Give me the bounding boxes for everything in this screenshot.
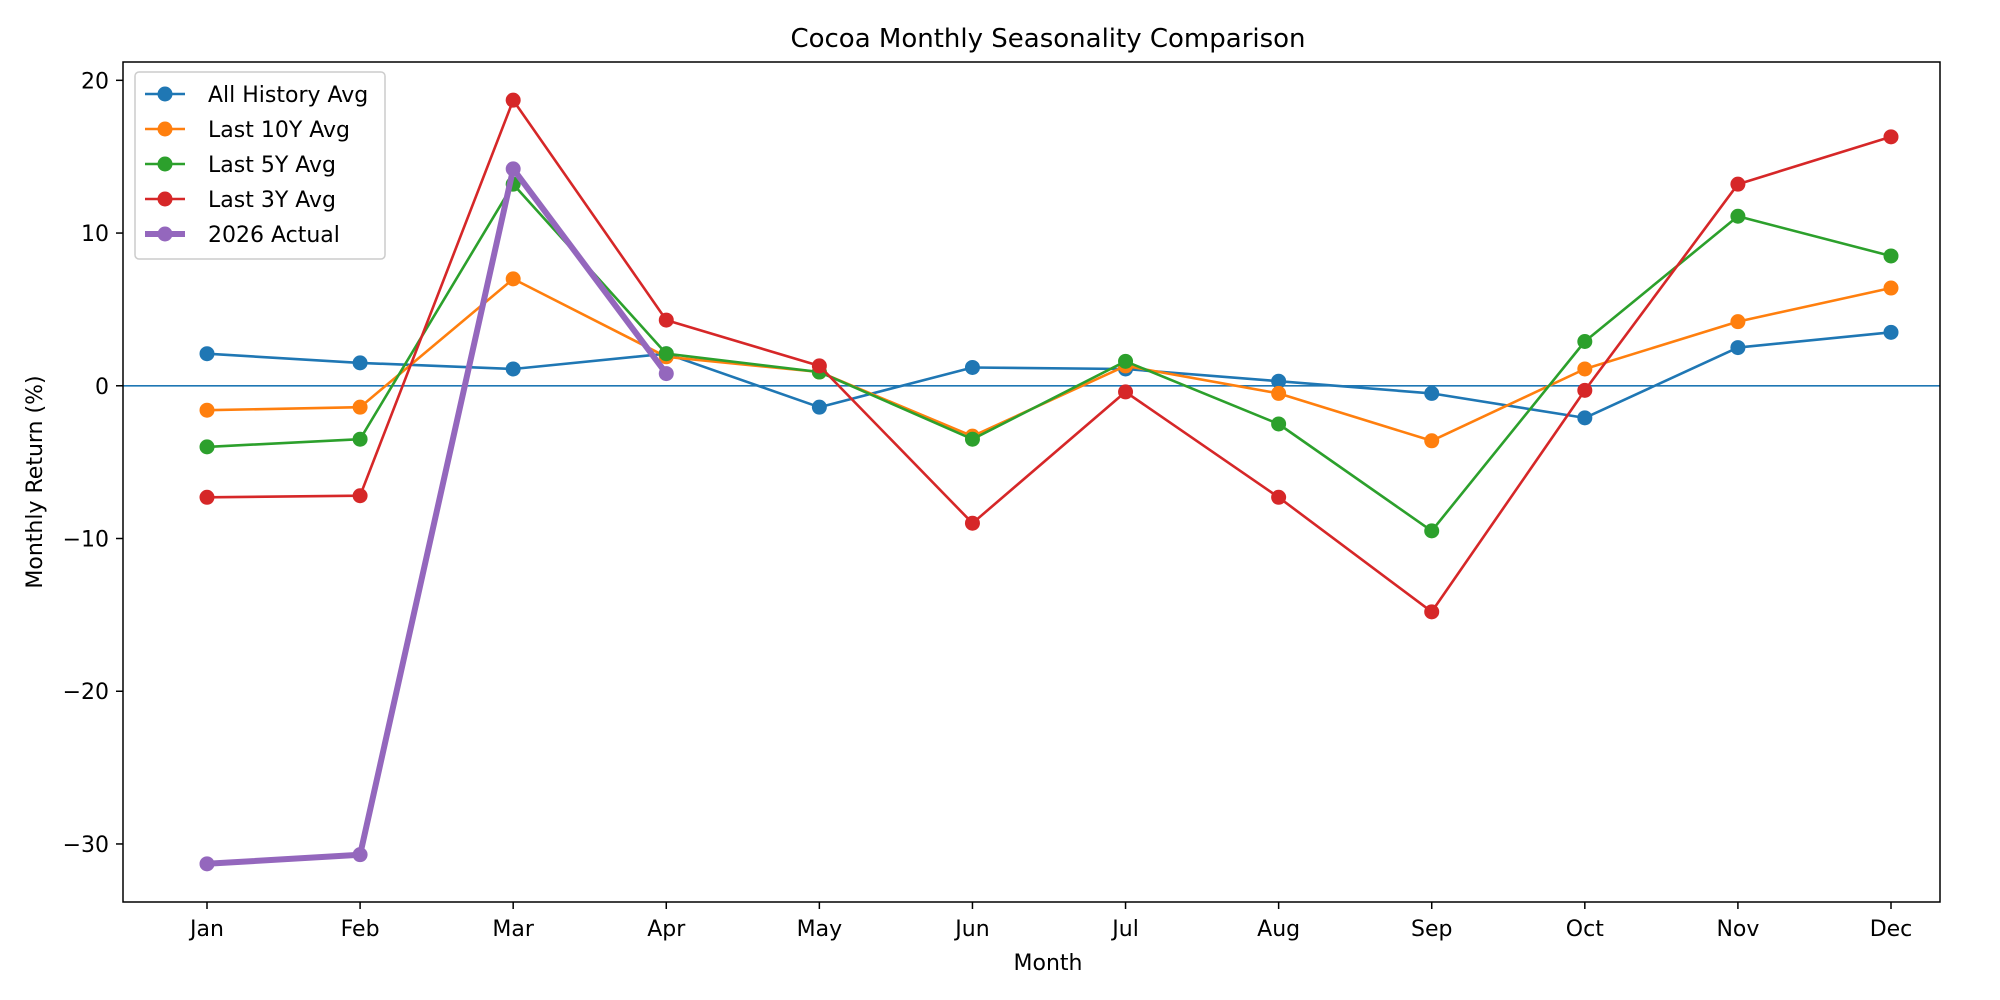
data-point-2-10 [1730,208,1746,224]
data-point-2-5 [964,431,980,447]
data-point-3-4 [811,358,827,374]
data-point-0-7 [1271,373,1287,389]
series-line-0 [205,330,1893,420]
data-point-2-6 [1118,353,1134,369]
series-line-2 [205,182,1893,533]
data-point-0-8 [1424,385,1440,401]
x-tick-label: Jan [188,917,224,942]
data-point-1-10 [1730,314,1746,330]
legend-swatch-marker-0 [157,86,173,102]
x-tick-label: Dec [1870,917,1913,942]
data-point-3-8 [1424,604,1440,620]
legend-label: 2026 Actual [208,223,340,248]
data-point-0-2 [505,361,521,377]
x-tick-label: May [797,917,842,942]
plot-area [123,92,1940,872]
data-point-0-4 [811,399,827,415]
data-point-0-11 [1883,324,1899,340]
data-point-3-6 [1118,384,1134,400]
data-point-3-3 [658,312,674,328]
data-point-1-9 [1577,361,1593,377]
legend-label: Last 10Y Avg [208,118,350,143]
data-point-1-8 [1424,433,1440,449]
legend-label: Last 5Y Avg [208,153,336,178]
data-point-3-7 [1271,489,1287,505]
data-point-2-11 [1883,248,1899,264]
data-point-3-2 [505,92,521,108]
data-point-0-5 [964,359,980,375]
data-point-3-1 [352,488,368,504]
data-point-4-0 [199,856,215,872]
legend-swatch-marker-1 [157,121,173,137]
data-point-1-1 [352,399,368,415]
y-tick-label: 0 [95,375,109,400]
x-tick-label: Aug [1257,917,1300,942]
legend: All History Avg Last 10Y Avg Last 5Y Avg La… [134,71,386,260]
data-point-4-1 [352,847,368,863]
data-point-1-0 [199,402,215,418]
legend-label: Last 3Y Avg [208,188,336,213]
data-point-1-7 [1271,385,1287,401]
data-point-3-9 [1577,382,1593,398]
data-point-1-11 [1883,280,1899,296]
y-tick-label: −20 [63,680,109,705]
legend-swatch-marker-4 [157,226,173,242]
data-point-2-8 [1424,523,1440,539]
legend-swatch-marker-2 [157,156,173,172]
data-point-3-10 [1730,176,1746,192]
x-tick-label: Nov [1716,917,1759,942]
legend-box [134,71,386,260]
x-tick-label: Mar [492,917,534,942]
plot-frame [122,61,1941,903]
data-point-4-3 [658,366,674,382]
x-tick-label: Sep [1411,917,1452,942]
data-point-2-1 [352,431,368,447]
y-tick-label: −30 [63,833,109,858]
series-line-4 [204,165,670,867]
data-point-2-7 [1271,416,1287,432]
x-tick-label: Oct [1566,917,1604,942]
data-point-0-1 [352,355,368,371]
y-axis-title: Monthly Return (%) [23,375,48,588]
x-axis-title: Month [1014,951,1083,976]
y-tick-label: 10 [81,222,109,247]
axes: Jan Feb Mar Apr May Jun Jul Aug Sep Oct Nov Dec 20 10… [63,69,1913,942]
y-tick-label: −10 [63,528,109,553]
x-tick-label: Jul [1110,917,1139,942]
data-point-1-2 [505,271,521,287]
y-tick-label: 20 [81,69,109,94]
data-point-4-2 [505,161,521,177]
data-point-3-11 [1883,129,1899,145]
data-point-3-0 [199,489,215,505]
data-point-0-0 [199,346,215,362]
legend-swatch-marker-3 [157,191,173,207]
data-point-0-10 [1730,340,1746,356]
legend-label: All History Avg [208,83,368,108]
data-point-3-5 [964,515,980,531]
chart-title: Cocoa Monthly Seasonality Comparison [790,24,1305,54]
x-tick-label: Feb [341,917,380,942]
series-line-3 [205,98,1893,614]
data-point-0-9 [1577,410,1593,426]
x-tick-label: Apr [647,917,686,942]
x-tick-label: Jun [953,917,989,942]
data-point-2-9 [1577,333,1593,349]
data-point-2-0 [199,439,215,455]
data-point-2-3 [658,346,674,362]
